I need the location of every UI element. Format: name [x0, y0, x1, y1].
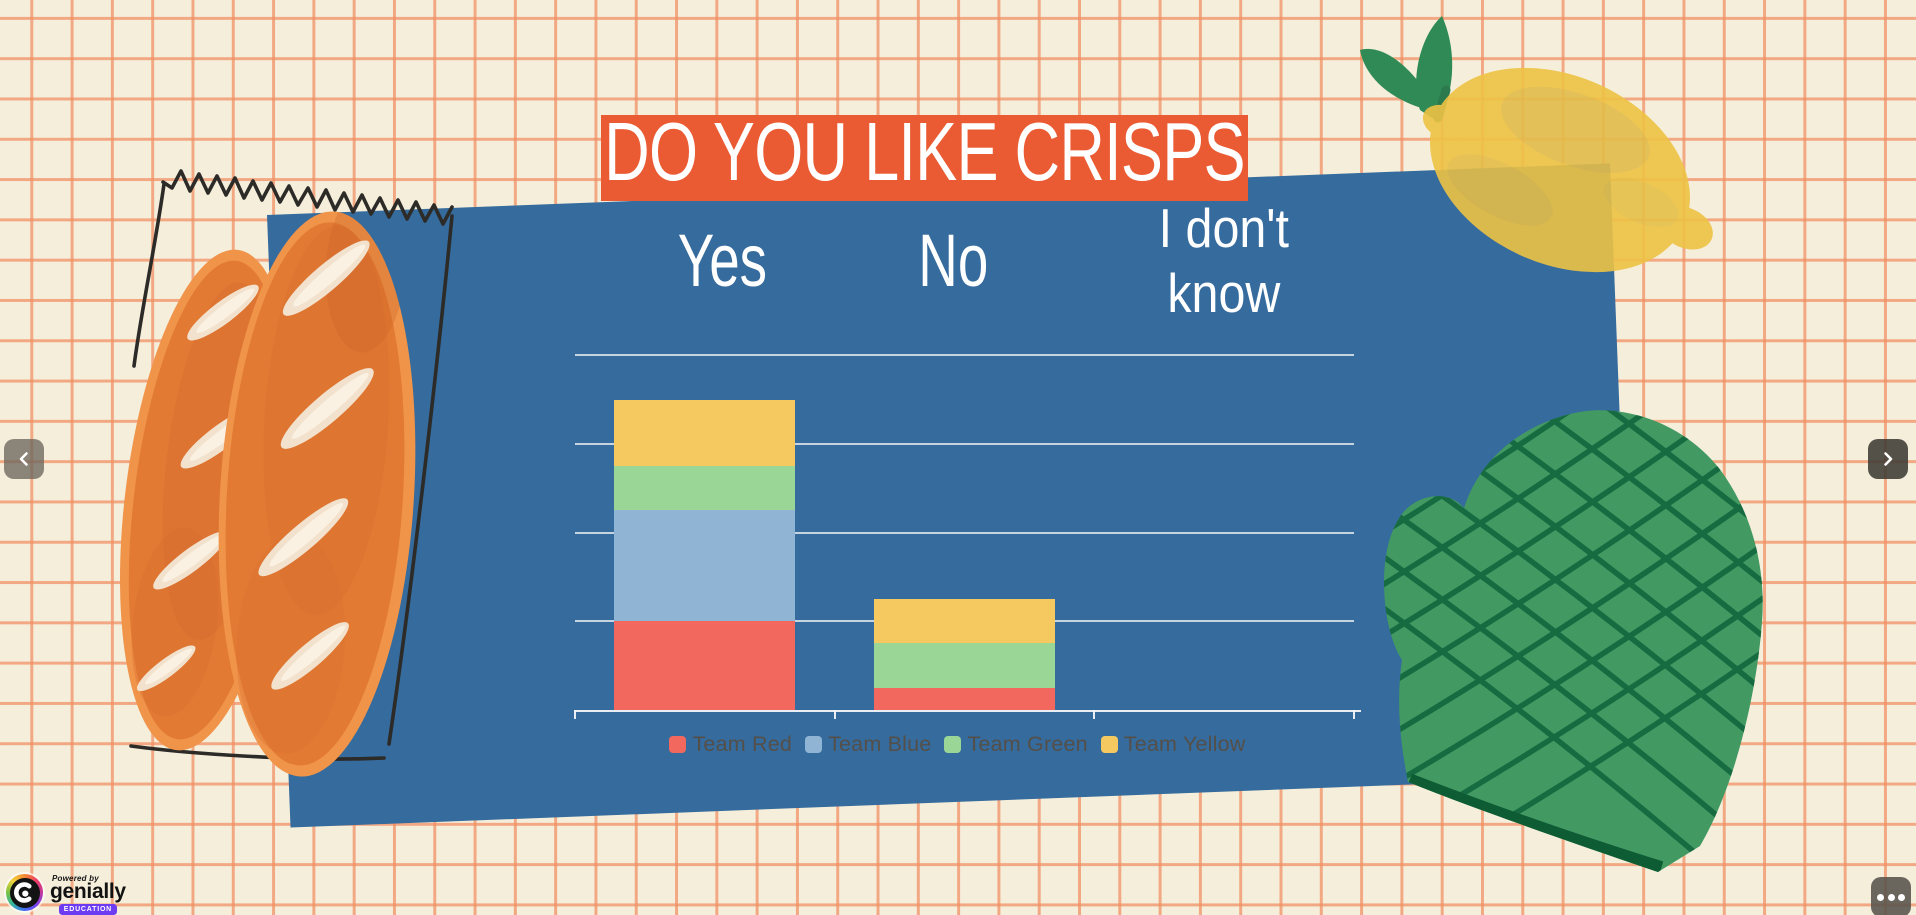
chart-x-axis — [574, 710, 1361, 712]
chevron-right-icon — [1884, 452, 1893, 466]
title-band: DO YOU LIKE CRISPS — [601, 110, 1248, 201]
category-label: No — [824, 188, 1084, 333]
legend-item[interactable]: Team Red — [669, 732, 792, 757]
chart-axis-tick — [833, 710, 836, 719]
genially-logo-icon — [6, 874, 43, 911]
ellipsis-dot — [1887, 893, 1895, 901]
legend-label: Team Blue — [828, 732, 932, 756]
more-options-button[interactable] — [1871, 877, 1911, 915]
chart-gridline — [575, 531, 1354, 534]
chevron-left-icon — [19, 452, 28, 466]
bar-segment — [614, 510, 796, 622]
legend-item[interactable]: Team Yellow — [1100, 732, 1246, 757]
legend-swatch — [669, 736, 687, 753]
category-label: I don't know — [1094, 188, 1354, 333]
bar-segment — [614, 399, 796, 467]
legend-item[interactable]: Team Green — [944, 732, 1088, 757]
legend-swatch — [944, 736, 962, 753]
genially-g-icon — [13, 882, 32, 903]
bar-segment — [874, 599, 1055, 644]
legend-label: Team Green — [967, 732, 1088, 756]
bar-segment — [614, 466, 796, 511]
chart-axis-tick — [1093, 710, 1096, 719]
chart-legend: Team Red Team Blue Team Green Team Yellow — [568, 732, 1347, 757]
powered-by-label: Powered by — [52, 874, 99, 883]
chart-axis-tick — [574, 710, 576, 719]
genially-brand[interactable]: Powered by genially EDUCATION — [6, 874, 126, 915]
ellipsis-dot — [1898, 893, 1905, 901]
category-label-text: I don't know — [1158, 196, 1290, 324]
genially-wordmark: genially — [50, 880, 126, 903]
category-label-text: Yes — [678, 218, 768, 302]
category-label-text: No — [918, 218, 989, 302]
bar-segment — [874, 643, 1055, 688]
notepad-sketch — [129, 169, 454, 761]
page-title: DO YOU LIKE CRISPS — [604, 104, 1245, 198]
education-badge: EDUCATION — [58, 903, 118, 915]
legend-swatch — [1100, 736, 1118, 753]
bar-segment — [614, 621, 796, 710]
chart-gridline — [575, 442, 1354, 445]
legend-swatch — [805, 736, 823, 753]
legend-item[interactable]: Team Blue — [805, 732, 931, 757]
chart-axis-tick — [1353, 710, 1355, 719]
bar-segment — [874, 687, 1055, 710]
bread-illustration — [120, 205, 416, 777]
legend-label: Team Yellow — [1123, 732, 1246, 756]
ellipsis-icon — [1877, 893, 1884, 901]
oven-mitt-illustration — [1384, 410, 1763, 872]
poll-results-chart: Yes No I don't know Team Red Team Blue Team G… — [574, 195, 1361, 756]
legend-label: Team Red — [692, 732, 793, 756]
previous-slide-button[interactable] — [4, 439, 44, 479]
lemon-illustration — [1360, 16, 1713, 273]
next-slide-button[interactable] — [1868, 439, 1908, 479]
chart-gridline — [575, 354, 1354, 357]
category-label: Yes — [593, 188, 853, 333]
